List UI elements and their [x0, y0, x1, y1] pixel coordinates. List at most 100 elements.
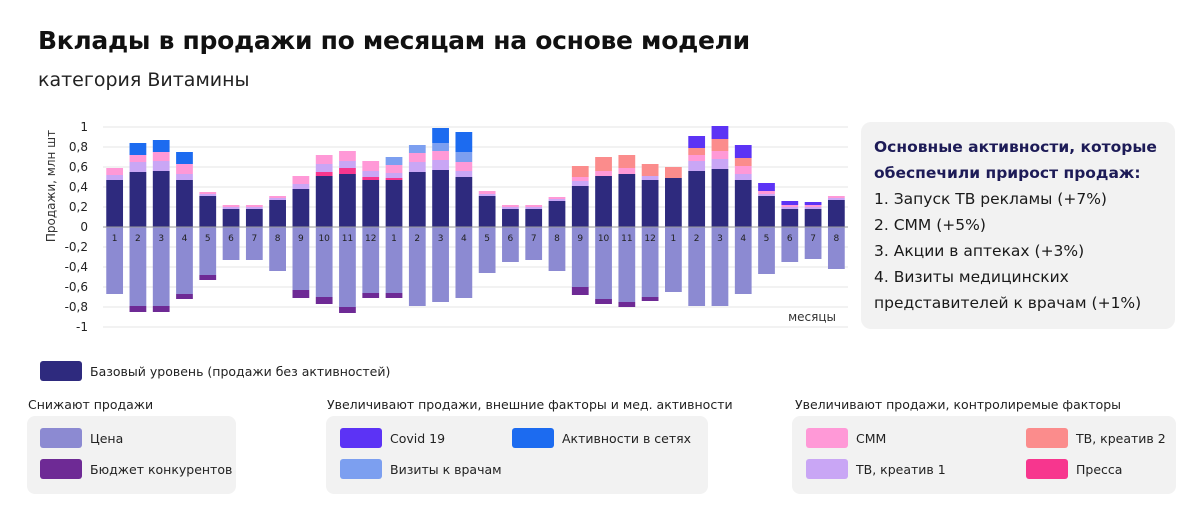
legend-label-tv-creative-2: ТВ, креатив 2: [1076, 430, 1166, 446]
bar-segment: [245, 209, 263, 227]
x-axis-label: месяцы: [788, 310, 836, 324]
panel-item-smm: 2. СММ (+5%): [874, 216, 986, 234]
x-tick-label: 10: [598, 234, 610, 244]
y-tick-label: -0,8: [65, 300, 88, 314]
bar-segment: [152, 306, 170, 312]
x-tick-label: 6: [787, 234, 793, 244]
x-tick-label: 5: [484, 234, 490, 244]
bar-segment: [478, 227, 496, 273]
bar-segment: [408, 172, 426, 227]
legend-group-title-external: Увеличивают продажи, внешние факторы и м…: [327, 397, 733, 412]
legend-item-covid: Covid 19: [340, 428, 445, 448]
x-tick-label: 5: [205, 234, 211, 244]
bar-segment: [595, 227, 612, 299]
bar-segment: [292, 176, 310, 184]
bar-segment: [734, 174, 752, 180]
bar-segment: [292, 189, 310, 227]
bar-segment: [432, 160, 449, 170]
legend-base-level: Базовый уровень (продажи без активностей…: [40, 361, 390, 381]
legend-item-competitors: Бюджет конкурентов: [40, 459, 232, 479]
legend-label-smm: СММ: [856, 430, 887, 446]
bar-segment: [269, 198, 286, 200]
bar-segment: [734, 166, 752, 174]
bar-segment: [152, 227, 170, 306]
bar-segment: [827, 227, 845, 269]
x-tick-label: 12: [365, 234, 376, 244]
bar-segment: [199, 192, 217, 194]
bar-segment: [711, 227, 729, 306]
bar-segment: [129, 162, 147, 172]
bar-segment: [176, 152, 193, 164]
bar-segment: [571, 166, 589, 177]
legend-label-covid: Covid 19: [390, 430, 446, 446]
bar-segment: [734, 227, 752, 294]
x-tick-label: 10: [318, 234, 330, 244]
x-tick-label: 5: [764, 234, 770, 244]
y-tick-label: 1: [80, 120, 88, 134]
legend-swatch-network: [512, 428, 554, 448]
legend-item-doctor-visits: Визиты к врачам: [340, 459, 502, 479]
bar-segment: [758, 227, 775, 274]
bar-segment: [711, 139, 729, 151]
y-axis-label: Продажи, млн шт: [44, 130, 58, 242]
bar-segment: [478, 194, 496, 196]
bar-segment: [618, 174, 636, 227]
bar-segment: [758, 196, 775, 227]
bar-segment: [688, 136, 706, 148]
x-tick-label: 8: [275, 234, 281, 244]
bar-segment: [595, 157, 612, 171]
x-tick-label: 6: [508, 234, 514, 244]
bar-segment: [362, 171, 380, 177]
bar-segment: [688, 171, 706, 227]
bar-segment: [199, 196, 217, 227]
bar-segment: [292, 227, 310, 290]
x-tick-label: 11: [342, 234, 353, 244]
bar-segment: [781, 201, 799, 205]
panel-item-tv: 1. Запуск ТВ рекламы (+7%): [874, 190, 1107, 208]
bar-segment: [199, 194, 217, 196]
bar-segment: [432, 227, 449, 302]
bar-segment: [641, 297, 659, 301]
x-tick-label: 1: [671, 234, 677, 244]
bar-segment: [362, 227, 380, 293]
legend-item-press: Пресса: [1026, 459, 1122, 479]
bar-segment: [199, 275, 217, 280]
legend-item-price: Цена: [40, 428, 123, 448]
legend-swatch-doctor-visits: [340, 459, 382, 479]
x-tick-label: 9: [298, 234, 304, 244]
bar-segment: [734, 158, 752, 166]
bar-segment: [804, 205, 822, 207]
y-tick-label: -0,6: [65, 280, 88, 294]
bar-segment: [804, 209, 822, 227]
bar-segment: [618, 168, 636, 174]
legend-label-doctor-visits: Визиты к врачам: [390, 461, 502, 477]
bar-segment: [827, 198, 845, 200]
x-tick-label: 1: [112, 234, 118, 244]
bar-segment: [362, 177, 380, 180]
bar-segment: [827, 200, 845, 227]
bar-segment: [245, 227, 263, 260]
bar-segment: [525, 205, 543, 207]
key-activities-panel: Основные активности, которые обеспечили …: [861, 122, 1175, 329]
bar-segment: [618, 302, 636, 307]
bar-segment: [641, 176, 659, 180]
legend-item-tv-creative-2: ТВ, креатив 2: [1026, 428, 1166, 448]
bar-segment: [455, 227, 473, 298]
y-tick-label: 0,2: [69, 200, 88, 214]
y-tick-label: -0,4: [65, 260, 88, 274]
bar-segment: [571, 186, 589, 227]
legend-group-external: Covid 19 Активности в сетях Визиты к вра…: [326, 416, 708, 494]
x-axis-ticks: 1 2 3 4 5 6 7 8 9 10 11 12 1 2 3 4 5 6 7 8 9 10 11 12 1 2 3 4 5 6 7 8: [112, 234, 840, 244]
bar-segment: [315, 172, 333, 176]
bar-segment: [618, 155, 636, 168]
legend-swatch-covid: [340, 428, 382, 448]
bar-segment: [758, 183, 775, 191]
bar-segment: [758, 194, 775, 196]
x-tick-label: 6: [228, 234, 234, 244]
legend-swatch-base: [40, 361, 82, 381]
bar-segment: [385, 157, 403, 165]
bar-segment: [595, 176, 612, 227]
bar-segment: [315, 164, 333, 172]
bar-segment: [804, 227, 822, 259]
bar-segment: [478, 191, 496, 194]
